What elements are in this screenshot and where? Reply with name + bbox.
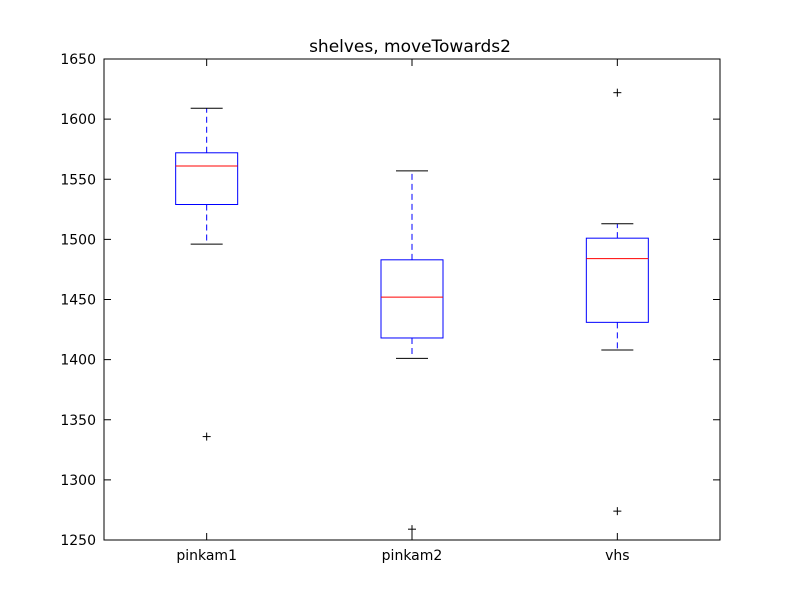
y-tick-label: 1250 — [60, 533, 96, 549]
box — [585, 237, 649, 323]
y-tick-label: 1500 — [60, 232, 96, 248]
x-tick-label: vhs — [605, 548, 629, 564]
y-tick-label: 1550 — [60, 172, 96, 188]
y-tick-label: 1650 — [60, 52, 96, 68]
y-tick-label: 1450 — [60, 293, 96, 309]
y-tick-label: 1350 — [60, 413, 96, 429]
y-tick-label: 1300 — [60, 473, 96, 489]
y-tick-label: 1600 — [60, 112, 96, 128]
plot-area: 1250 1300 1350 1400 1450 1500 1550 1600 1650 pink… — [60, 52, 720, 564]
y-tick-label: 1400 — [60, 353, 96, 369]
box — [175, 152, 239, 206]
box — [380, 259, 444, 339]
axes-frame — [103, 58, 721, 541]
x-tick-label: pinkam1 — [176, 548, 237, 564]
chart-title: shelves, moveTowards2 — [309, 37, 511, 57]
x-tick-label: pinkam2 — [382, 548, 443, 564]
